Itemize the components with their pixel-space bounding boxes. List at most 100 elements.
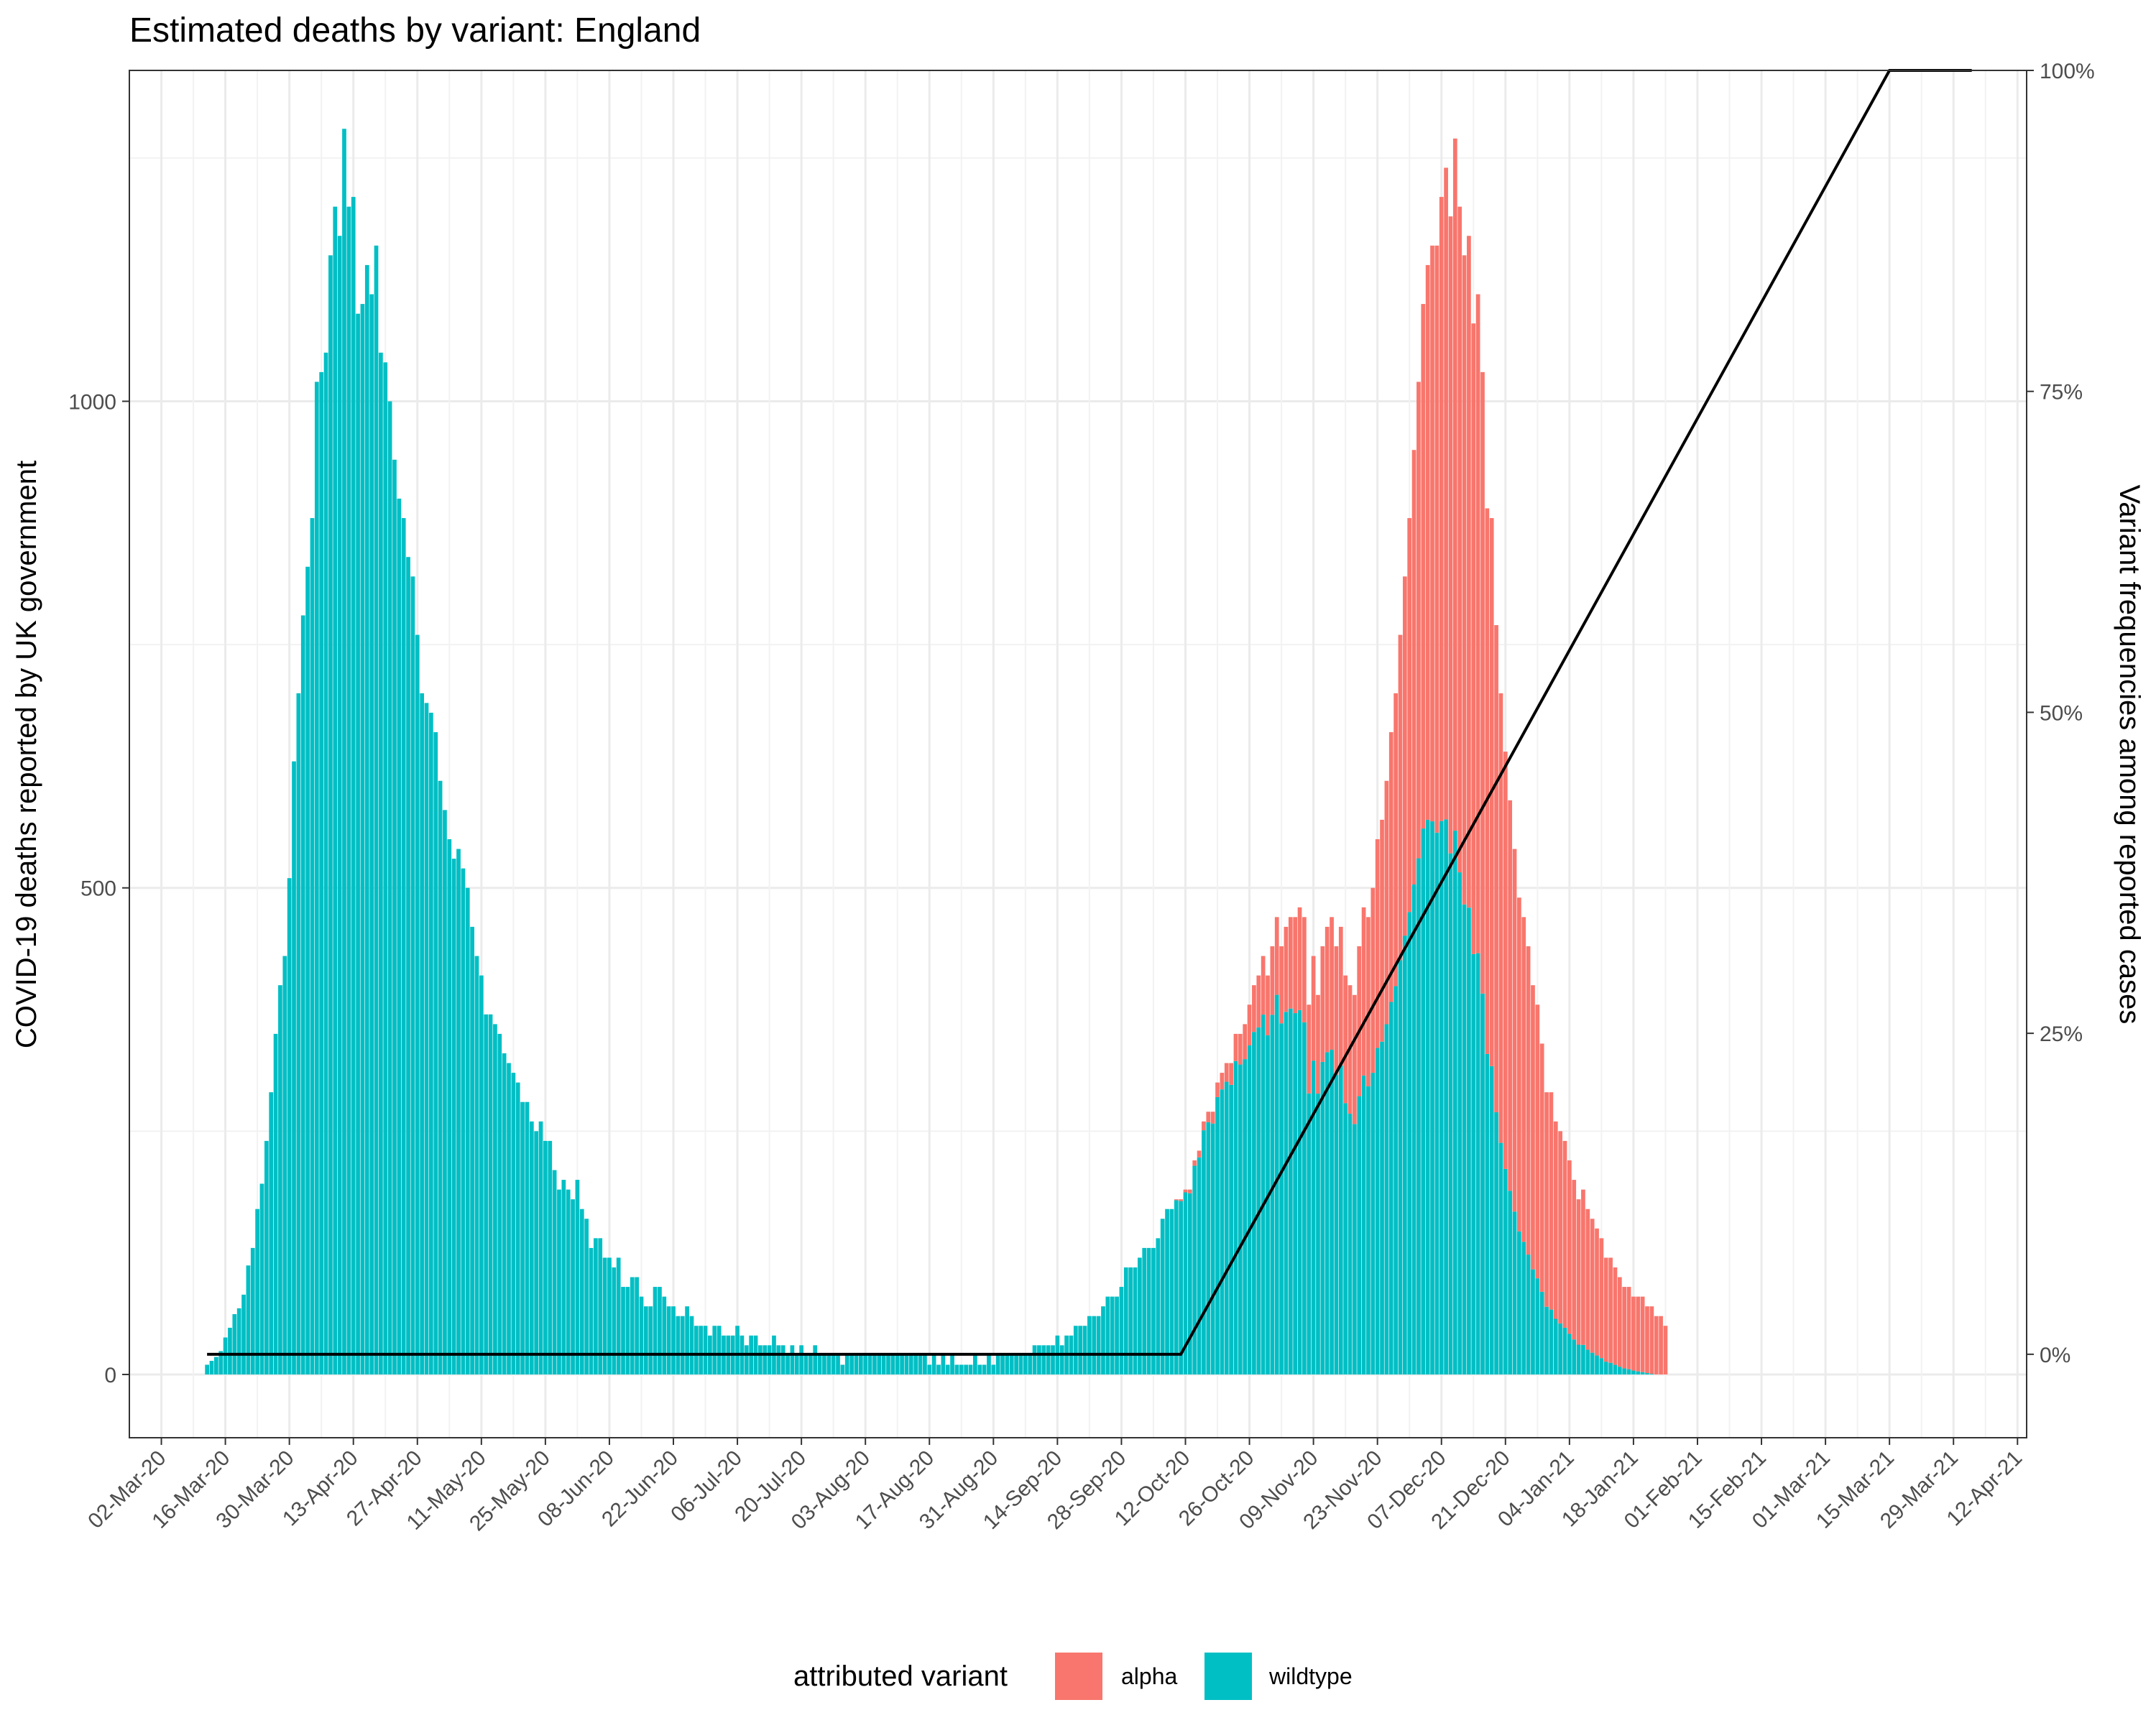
- bar-wildtype: [1393, 986, 1398, 1374]
- bar-wildtype: [1302, 1022, 1307, 1374]
- bar-alpha: [1229, 1063, 1233, 1085]
- y2-tick-label: 100%: [2040, 60, 2095, 83]
- legend-swatch-alpha: [1055, 1653, 1102, 1700]
- bar-alpha: [1307, 1004, 1312, 1094]
- bar-wildtype: [415, 634, 420, 1374]
- bar-wildtype: [1215, 1096, 1220, 1374]
- bar-wildtype: [410, 576, 415, 1374]
- legend-label-wildtype: wildtype: [1268, 1663, 1353, 1689]
- bar-wildtype: [1023, 1354, 1028, 1374]
- bar-alpha: [1562, 1140, 1567, 1328]
- bar-wildtype: [337, 236, 342, 1374]
- bar-wildtype: [643, 1306, 648, 1374]
- y2-axis-label: Variant frequencies among reported cases: [2114, 485, 2145, 1025]
- bar-alpha: [1384, 780, 1389, 1025]
- bar-wildtype: [397, 498, 402, 1374]
- bar-alpha: [1480, 371, 1485, 994]
- bar-alpha: [1407, 518, 1412, 912]
- bar-wildtype: [1521, 1242, 1526, 1374]
- bar-wildtype: [1082, 1326, 1087, 1374]
- bar-alpha: [1402, 576, 1407, 936]
- bar-wildtype: [255, 1209, 259, 1374]
- bar-wildtype: [1572, 1339, 1577, 1374]
- bars-layer: [205, 129, 1668, 1374]
- bar-wildtype: [346, 206, 351, 1374]
- bar-wildtype: [1279, 1023, 1284, 1374]
- bar-wildtype: [598, 1238, 603, 1374]
- plot-panel-border: [129, 70, 2027, 1438]
- bar-wildtype: [923, 1354, 927, 1374]
- bar-wildtype: [630, 1277, 635, 1374]
- bar-wildtype: [1608, 1362, 1613, 1374]
- bar-wildtype: [844, 1354, 849, 1374]
- bar-wildtype: [849, 1354, 854, 1374]
- bar-wildtype: [1452, 831, 1457, 1374]
- bar-wildtype: [529, 1121, 534, 1374]
- bar-wildtype: [1402, 935, 1407, 1374]
- bar-wildtype: [995, 1354, 1000, 1374]
- bar-wildtype: [831, 1354, 836, 1374]
- bar-wildtype: [1311, 1061, 1316, 1374]
- bar-alpha: [1452, 138, 1457, 831]
- bar-wildtype: [1000, 1354, 1005, 1374]
- bar-alpha: [1553, 1121, 1558, 1319]
- bar-alpha: [1517, 897, 1521, 1232]
- bar-wildtype: [511, 1073, 516, 1374]
- bar-alpha: [1608, 1257, 1613, 1363]
- bar-wildtype: [1293, 1013, 1298, 1374]
- bar-wildtype: [1467, 907, 1471, 1374]
- bar-wildtype: [712, 1326, 717, 1374]
- bar-wildtype: [607, 1257, 612, 1374]
- bar-wildtype: [589, 1247, 594, 1374]
- bar-wildtype: [433, 732, 438, 1374]
- bar-wildtype: [1266, 1035, 1270, 1374]
- bar-alpha: [1640, 1296, 1645, 1372]
- bar-wildtype: [635, 1277, 639, 1374]
- bar-wildtype: [1334, 1074, 1339, 1374]
- bar-wildtype: [282, 956, 287, 1374]
- bar-wildtype: [735, 1326, 740, 1374]
- bar-wildtype: [214, 1357, 218, 1374]
- bar-wildtype: [1353, 1124, 1357, 1374]
- bar-wildtype: [1407, 912, 1412, 1374]
- bar-alpha: [1439, 197, 1444, 821]
- bar-alpha: [1531, 985, 1535, 1270]
- bar-wildtype: [982, 1364, 987, 1374]
- bar-wildtype: [1123, 1267, 1128, 1374]
- bar-wildtype: [822, 1354, 826, 1374]
- bar-alpha: [1210, 1112, 1215, 1124]
- bar-alpha: [1508, 800, 1513, 1191]
- bar-wildtype: [456, 849, 461, 1374]
- bar-wildtype: [1457, 872, 1462, 1374]
- bar-wildtype: [470, 926, 474, 1374]
- bar-wildtype: [1105, 1296, 1110, 1374]
- bar-wildtype: [817, 1354, 822, 1374]
- bar-alpha: [1243, 1024, 1248, 1060]
- bar-alpha: [1302, 917, 1307, 1022]
- bar-wildtype: [1357, 1096, 1362, 1374]
- bar-wildtype: [1169, 1209, 1174, 1374]
- bar-alpha: [1256, 975, 1261, 1027]
- bar-wildtype: [767, 1345, 772, 1374]
- bar-wildtype: [913, 1354, 918, 1374]
- bar-wildtype: [465, 887, 470, 1374]
- bar-wildtype: [278, 985, 282, 1374]
- bar-wildtype: [1480, 993, 1485, 1374]
- bar-alpha: [1338, 926, 1343, 1066]
- legend-title: attributed variant: [793, 1660, 1008, 1692]
- bar-wildtype: [1370, 1073, 1376, 1374]
- bar-wildtype: [854, 1354, 859, 1374]
- bar-wildtype: [300, 615, 305, 1374]
- bar-wildtype: [1645, 1373, 1649, 1374]
- bar-wildtype: [780, 1345, 786, 1374]
- bar-wildtype: [1238, 1064, 1243, 1374]
- bar-wildtype: [1284, 1012, 1289, 1374]
- bar-wildtype: [1288, 1008, 1293, 1374]
- bar-wildtype: [269, 1092, 274, 1374]
- bar-wildtype: [1448, 853, 1453, 1374]
- bar-wildtype: [232, 1313, 237, 1374]
- bar-wildtype: [1562, 1327, 1567, 1374]
- bar-alpha: [1179, 1199, 1183, 1201]
- y-axis-label: COVID-19 deaths reported by UK governmen…: [11, 461, 42, 1048]
- bar-wildtype: [566, 1189, 571, 1374]
